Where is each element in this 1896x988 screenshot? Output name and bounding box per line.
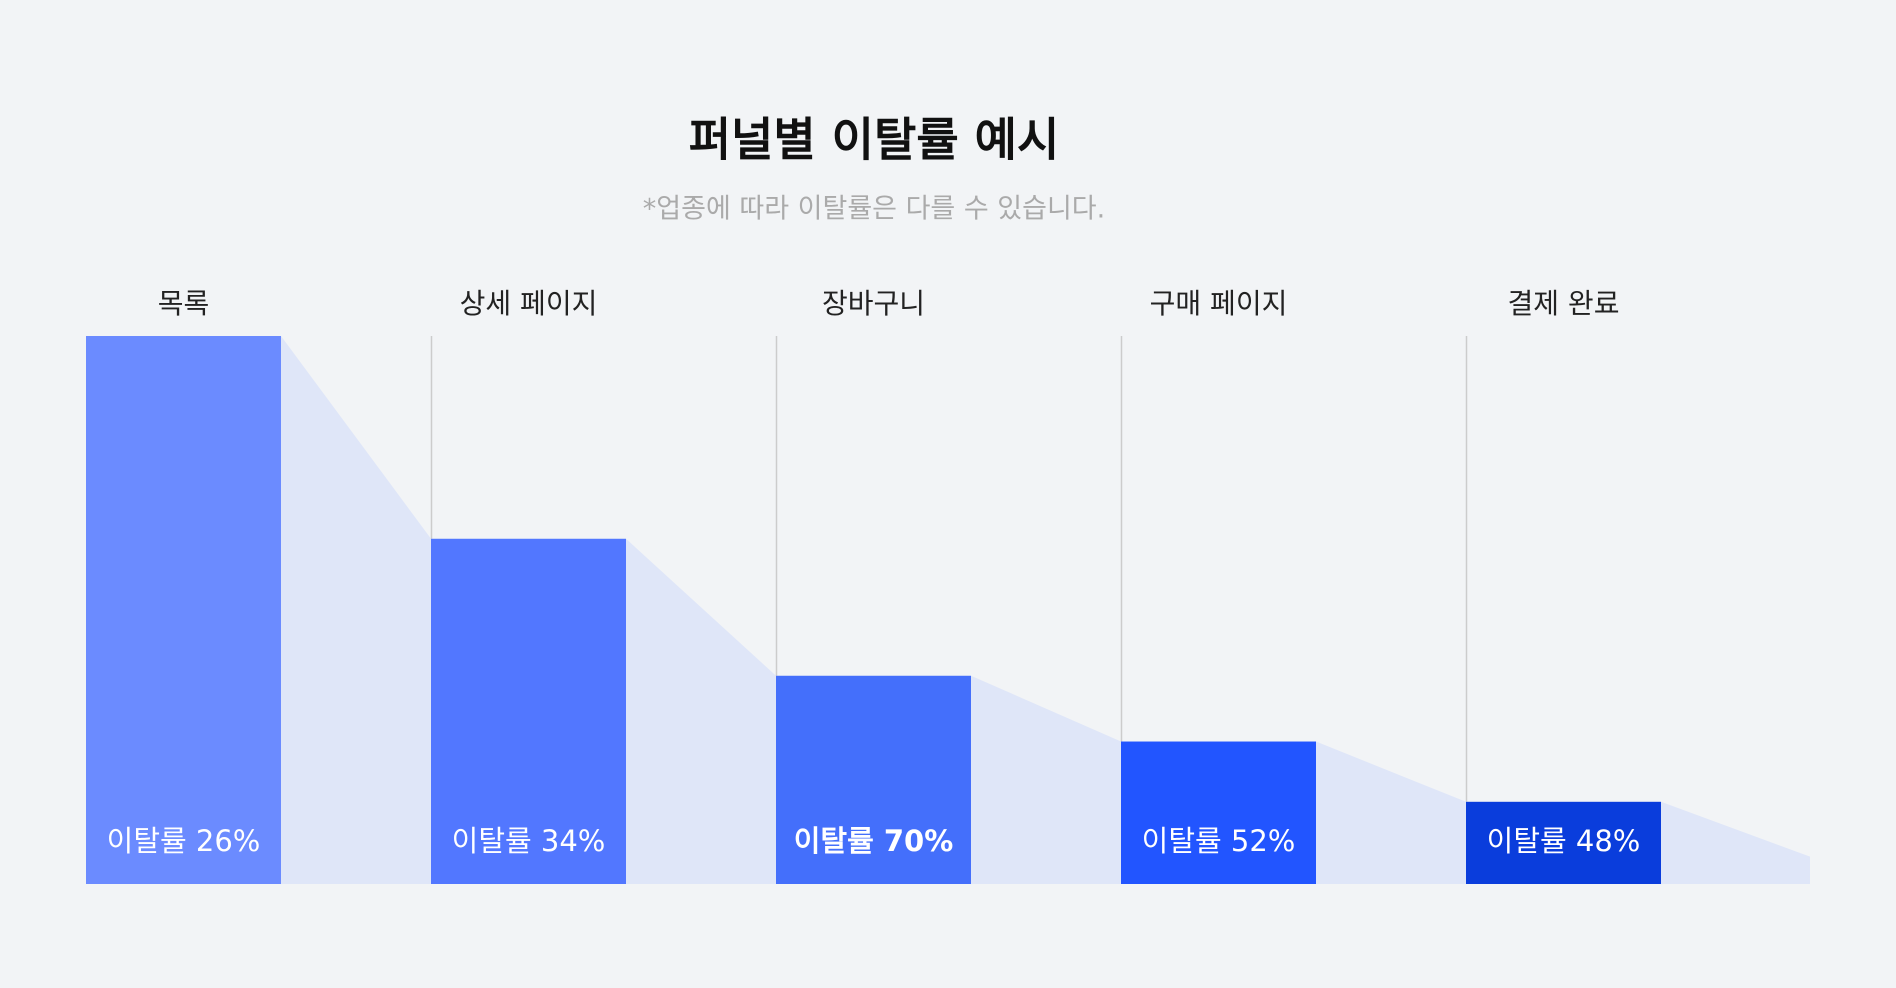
bar (1121, 741, 1316, 884)
bar (776, 675, 971, 884)
bar (1466, 801, 1661, 884)
funnel-area (281, 336, 431, 884)
funnel-area (1661, 801, 1810, 884)
category-label: 구매 페이지 (1150, 287, 1288, 320)
category-label: 상세 페이지 (460, 287, 598, 320)
category-label: 결제 완료 (1508, 287, 1620, 320)
bar-label: 이탈률 26% (107, 824, 261, 858)
bar-label: 이탈률 70% (794, 824, 954, 858)
funnel-area (1316, 741, 1466, 884)
bar-label: 이탈률 34% (452, 824, 606, 858)
bar-label: 이탈률 48% (1487, 824, 1641, 858)
chart-subtitle: *업종에 따라 이탈률은 다를 수 있습니다. (643, 194, 1105, 225)
funnel-area (626, 538, 776, 884)
bar (431, 538, 626, 884)
bar (86, 336, 281, 884)
chart-title: 퍼널별 이탈률 예시 (689, 113, 1060, 167)
category-label: 장바구니 (822, 287, 925, 320)
category-label: 목록 (158, 287, 210, 320)
bar-label: 이탈률 52% (1142, 824, 1296, 858)
funnel-area (971, 675, 1121, 884)
